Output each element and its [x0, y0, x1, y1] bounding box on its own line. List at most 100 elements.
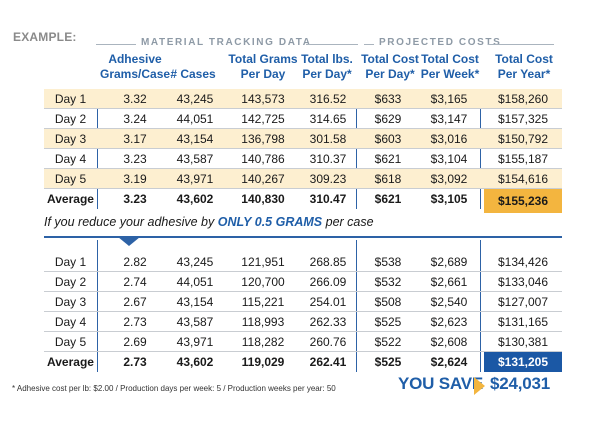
table-row: Day 2 3.24 44,051 142,725 314.65 $629 $3…: [44, 109, 562, 129]
example-label: EXAMPLE:: [13, 30, 77, 44]
cell-cost-year: $131,165: [497, 315, 549, 329]
cell-cost-day: $532: [374, 275, 402, 289]
cell-total-grams: 120,700: [241, 275, 285, 289]
cell-adhesive: 3.23: [123, 152, 147, 166]
cell-cost-year: $155,187: [497, 152, 549, 166]
cell-cases: 43,154: [176, 295, 214, 309]
right-arrow-icon: [474, 377, 485, 395]
cell-adhesive: 3.19: [123, 172, 147, 186]
table-row: Day 2 2.74 44,051 120,700 266.09 $532 $2…: [44, 272, 562, 292]
column-divider: [356, 240, 357, 372]
cell-adhesive: 3.24: [123, 112, 147, 126]
row-label: Day 2: [54, 112, 87, 126]
average-row: Average 3.23 43,602 140,830 310.47 $621 …: [44, 189, 562, 213]
cell-cost-year: $150,792: [497, 132, 549, 146]
cell-cases: 43,602: [176, 192, 214, 206]
cell-total-grams: 140,786: [241, 152, 285, 166]
column-divider: [356, 89, 357, 209]
cell-cost-day: $621: [374, 152, 402, 166]
down-arrow-icon: [118, 237, 140, 246]
cell-cases: 43,154: [176, 132, 214, 146]
row-label: Day 4: [54, 315, 87, 329]
material-line-left: [96, 44, 136, 45]
col-header-adhesive: Adhesive Grams/Case: [100, 52, 171, 81]
cell-cost-week: $2,623: [430, 315, 468, 329]
row-label: Day 4: [54, 152, 87, 166]
cell-cost-week: $2,689: [430, 255, 468, 269]
cell-total-grams: 121,951: [241, 255, 285, 269]
row-label: Day 1: [54, 92, 87, 106]
reduction-callout: If you reduce your adhesive by ONLY 0.5 …: [44, 215, 374, 229]
cell-total-lbs: 310.47: [309, 192, 347, 206]
cell-total-lbs: 316.52: [309, 92, 347, 106]
cell-cost-year: $157,325: [497, 112, 549, 126]
cell-cost-day: $525: [374, 355, 402, 369]
cell-cost-year: $134,426: [497, 255, 549, 269]
column-divider: [480, 240, 481, 372]
cell-cost-day: $633: [374, 92, 402, 106]
table-row: Day 3 2.67 43,154 115,221 254.01 $508 $2…: [44, 292, 562, 312]
cell-cost-year: $158,260: [497, 92, 549, 106]
table-row: Day 4 2.73 43,587 118,993 262.33 $525 $2…: [44, 312, 562, 332]
cell-cost-year: $133,046: [497, 275, 549, 289]
cell-cost-day: $621: [374, 192, 402, 206]
cell-cases: 43,971: [176, 172, 214, 186]
projected-line-right: [488, 44, 554, 45]
table-row: Day 1 2.82 43,245 121,951 268.85 $538 $2…: [44, 252, 562, 272]
cell-adhesive: 3.23: [123, 192, 147, 206]
cell-total-grams: 118,282: [241, 335, 285, 349]
cell-cost-week: $3,105: [430, 192, 468, 206]
column-divider: [97, 240, 98, 372]
table-row: Day 1 3.32 43,245 143,573 316.52 $633 $3…: [44, 89, 562, 109]
cell-total-grams: 119,029: [241, 355, 285, 369]
table-row: Day 5 2.69 43,971 118,282 260.76 $522 $2…: [44, 332, 562, 352]
cell-cost-week: $2,661: [430, 275, 468, 289]
footnote: * Adhesive cost per lb: $2.00 / Producti…: [12, 384, 336, 393]
current-usage-table: Day 1 3.32 43,245 143,573 316.52 $633 $3…: [44, 89, 562, 213]
cell-adhesive: 3.32: [123, 92, 147, 106]
cell-cost-year: $130,381: [497, 335, 549, 349]
cell-adhesive: 2.73: [123, 355, 147, 369]
row-label: Average: [47, 192, 94, 206]
table-row: Day 5 3.19 43,971 140,267 309.23 $618 $3…: [44, 169, 562, 189]
cell-total-grams: 142,725: [241, 112, 285, 126]
cell-total-grams: 143,573: [241, 92, 285, 106]
cell-total-lbs: 254.01: [309, 295, 347, 309]
cell-cases: 44,051: [176, 112, 214, 126]
cell-total-lbs: 266.09: [309, 275, 347, 289]
cell-adhesive: 2.69: [123, 335, 147, 349]
cell-cost-week: $2,608: [430, 335, 468, 349]
cell-cost-week: $3,147: [430, 112, 468, 126]
cell-adhesive: 2.82: [123, 255, 147, 269]
cell-total-grams: 118,993: [241, 315, 285, 329]
cell-total-grams: 136,798: [241, 132, 285, 146]
cell-cost-day: $538: [374, 255, 402, 269]
row-label: Day 5: [54, 172, 87, 186]
reduced-annual-cost-highlight: $131,205: [484, 352, 562, 372]
cell-cases: 44,051: [176, 275, 214, 289]
col-header-cost-year: Total Cost Per Year*: [495, 52, 553, 81]
cell-total-lbs: 314.65: [309, 112, 347, 126]
cell-cost-day: $618: [374, 172, 402, 186]
reduction-suffix: per case: [322, 215, 374, 229]
projected-line-left: [364, 44, 374, 45]
cell-cost-day: $603: [374, 132, 402, 146]
cell-total-lbs: 309.23: [309, 172, 347, 186]
cell-cost-week: $2,624: [430, 355, 468, 369]
cell-cost-day: $629: [374, 112, 402, 126]
cell-cost-week: $3,165: [430, 92, 468, 106]
cell-cost-day: $522: [374, 335, 402, 349]
cell-cost-year: $127,007: [497, 295, 549, 309]
cell-total-lbs: 301.58: [309, 132, 347, 146]
cell-total-lbs: 260.76: [309, 335, 347, 349]
cell-cases: 43,587: [176, 152, 214, 166]
cell-cases: 43,587: [176, 315, 214, 329]
reduction-divider: [44, 236, 562, 238]
material-tracking-label: MATERIAL TRACKING DATA: [141, 37, 312, 48]
table-row: Day 4 3.23 43,587 140,786 310.37 $621 $3…: [44, 149, 562, 169]
table-row: Day 3 3.17 43,154 136,798 301.58 $603 $3…: [44, 129, 562, 149]
material-line-right: [306, 44, 358, 45]
row-label: Day 3: [54, 132, 87, 146]
cell-total-grams: 140,267: [241, 172, 285, 186]
cell-cases: 43,245: [176, 92, 214, 106]
